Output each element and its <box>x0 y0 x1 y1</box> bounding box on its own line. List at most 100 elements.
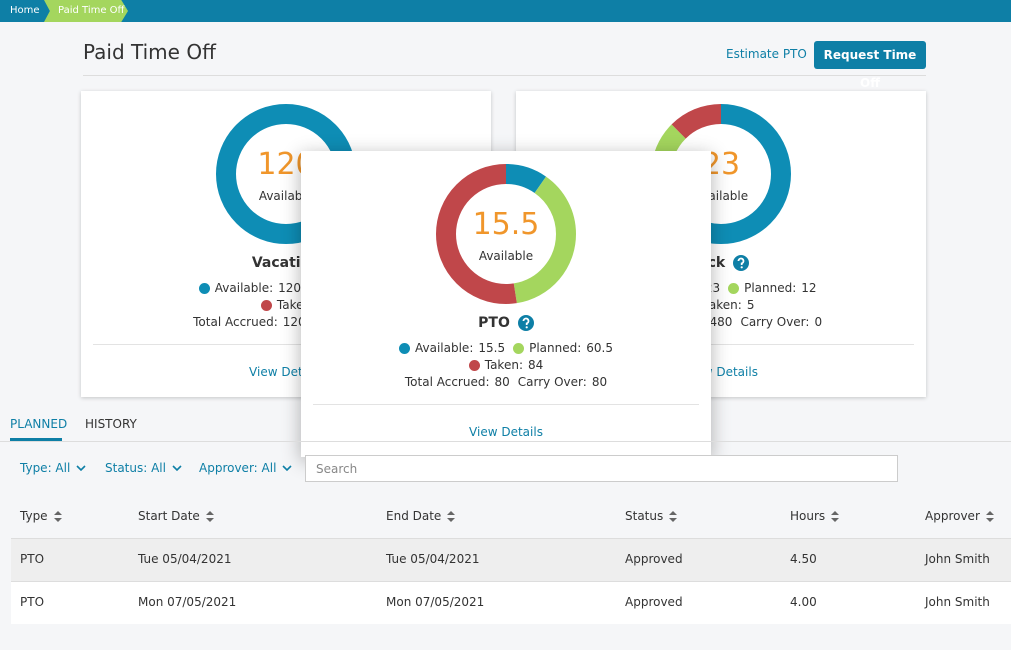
sort-down <box>53 517 62 522</box>
legend-value: 0 <box>814 315 823 329</box>
help-icon <box>517 315 534 331</box>
help-mark <box>737 257 745 265</box>
card: 15.5 Available PTO Available 15.5 Planned 60.5… <box>301 151 711 457</box>
column-header[interactable]: Status <box>625 509 678 523</box>
estimate-link[interactable]: Estimate PTO <box>726 47 807 61</box>
search-input[interactable]: Search <box>305 455 898 482</box>
legend-value: 12 <box>801 281 817 295</box>
column-header[interactable]: Approver <box>925 509 994 523</box>
center-label: Available <box>258 189 314 203</box>
legend-label: Taken <box>485 358 523 372</box>
legend-dot <box>198 282 210 294</box>
legend-value: 60.5 <box>586 341 613 355</box>
legend-line: Taken 84 <box>301 358 711 372</box>
sort-up <box>205 510 214 515</box>
filter-dropdown[interactable]: Status: All <box>105 461 182 475</box>
donut-chart <box>436 164 576 304</box>
legend-label: Total Accrued <box>405 375 490 389</box>
column-header[interactable]: Start Date <box>138 509 214 523</box>
help-mark <box>522 317 530 325</box>
filter-label: Type: All <box>20 461 71 475</box>
legend-dot <box>399 342 410 354</box>
table-cell: 4.00 <box>790 595 817 609</box>
legend-item: Carry Over 0 <box>740 315 822 329</box>
caret <box>76 465 86 471</box>
caret-icon <box>282 465 292 471</box>
legend-item: Available 120 <box>198 281 302 295</box>
card-divider <box>93 344 479 345</box>
top-bar <box>0 0 1011 22</box>
legend-label: Planned <box>529 341 581 355</box>
breadcrumb-home[interactable]: Home <box>10 5 40 16</box>
divider <box>83 75 926 76</box>
legend-dot <box>468 359 480 371</box>
tab-planned[interactable]: PLANNED <box>10 417 68 431</box>
legend-value: 120 <box>278 281 302 295</box>
legend-value: 15.5 <box>478 341 506 355</box>
sort-down <box>669 517 678 522</box>
sort-up <box>53 510 62 515</box>
legend-item: Taken 84 <box>468 358 543 372</box>
table-cell: John Smith <box>925 552 990 566</box>
view-details[interactable]: View Details <box>469 425 543 439</box>
column-header[interactable]: Type <box>20 509 62 523</box>
center-label: Available <box>478 249 534 263</box>
table-row <box>11 581 1011 624</box>
table-cell: Mon 07/05/2021 <box>138 595 237 609</box>
card-divider <box>528 344 914 345</box>
sort-down <box>447 517 456 522</box>
table-cell: John Smith <box>925 595 990 609</box>
donut-segment <box>436 164 576 304</box>
sort-icon <box>831 510 840 522</box>
legend-label: Carry Over <box>518 375 587 389</box>
legend-item: Planned 60.5 <box>513 341 613 355</box>
sort-up <box>985 510 994 515</box>
sort-icon <box>53 510 62 522</box>
sort-down <box>985 517 994 522</box>
table-cell: Approved <box>625 552 683 566</box>
card-title: PTO <box>301 315 711 331</box>
donut-segment <box>436 164 576 304</box>
sort-up <box>447 510 456 515</box>
filter-label: Status: All <box>105 461 166 475</box>
legend-label: Available <box>215 281 273 295</box>
column-title: Type <box>20 509 48 523</box>
legend-dot <box>260 299 272 311</box>
breadcrumb-current[interactable]: Paid Time Off <box>44 0 128 22</box>
sort-down <box>205 517 214 522</box>
caret-icon <box>172 465 182 471</box>
legend-line: Total Accrued 80 Carry Over 80 <box>301 375 711 389</box>
caret-icon <box>76 465 86 471</box>
legend-value: 120 <box>282 315 306 329</box>
sort-down <box>831 517 840 522</box>
table-cell: Approved <box>625 595 683 609</box>
column-header[interactable]: End Date <box>386 509 456 523</box>
filter-dropdown[interactable]: Approver: All <box>199 461 292 475</box>
page-title: Paid Time Off <box>83 40 216 64</box>
request-button[interactable]: Request Time Off <box>814 41 926 90</box>
legend-label: Available <box>415 341 473 355</box>
legend-label: Planned <box>744 281 796 295</box>
table-cell: Tue 05/04/2021 <box>386 552 480 566</box>
column-title: Approver <box>925 509 980 523</box>
center-value: 15.5 <box>472 207 540 242</box>
caret <box>282 465 292 471</box>
filter-dropdown[interactable]: Type: All <box>20 461 86 475</box>
card-title-text: PTO <box>478 315 510 331</box>
legend-item: Carry Over 80 <box>518 375 607 389</box>
sort-icon <box>447 510 456 522</box>
table-cell: PTO <box>20 595 45 609</box>
legend-item: Total Accrued 120 <box>193 315 306 329</box>
legend-item: Total Accrued 80 <box>405 375 510 389</box>
tab-history[interactable]: HISTORY <box>85 417 137 431</box>
legend-value: 480 <box>709 315 733 329</box>
column-title: Status <box>625 509 664 523</box>
donut-segment <box>651 104 791 244</box>
legend-label: Total Accrued <box>193 315 278 329</box>
column-title: Start Date <box>138 509 200 523</box>
filter-label: Approver: All <box>199 461 277 475</box>
legend-line: Available 15.5 Planned 60.5 <box>301 341 711 355</box>
legend-label: Carry Over <box>740 315 809 329</box>
column-header[interactable]: Hours <box>790 509 840 523</box>
